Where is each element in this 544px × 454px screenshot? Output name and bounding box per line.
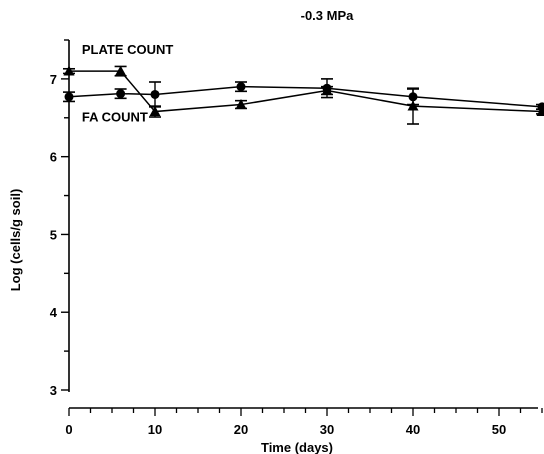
x-tick-label: 50 (492, 422, 506, 437)
y-axis-label: Log (cells/g soil) (8, 189, 23, 292)
y-tick-label: 6 (50, 150, 57, 165)
x-tick-label: 40 (406, 422, 420, 437)
x-tick-label: 10 (148, 422, 162, 437)
data-point-circle (150, 89, 160, 99)
series-line (69, 70, 543, 113)
annotation-layer: PLATE COUNT FA COUNT (82, 42, 174, 125)
x-tick-label: 30 (320, 422, 334, 437)
data-point-circle (236, 82, 246, 92)
series-annotation: FA COUNT (82, 110, 148, 125)
y-tick-label: 7 (50, 72, 57, 87)
series-2 (63, 78, 544, 112)
data-point-circle (116, 89, 126, 99)
data-point-triangle (149, 106, 161, 116)
data-point-circle (408, 92, 418, 102)
series-annotation: PLATE COUNT (82, 42, 174, 57)
x-axis-label: Time (days) (261, 440, 333, 454)
series-layer (63, 65, 544, 125)
data-point-circle (64, 92, 74, 102)
y-tick-label: 5 (50, 227, 57, 242)
data-point-triangle (63, 65, 75, 76)
chart-title: -0.3 MPa (301, 8, 355, 23)
data-point-triangle (235, 99, 247, 109)
data-point-triangle (407, 100, 419, 111)
y-tick-label: 4 (50, 305, 58, 320)
data-point-circle (322, 83, 332, 93)
x-tick-label: 0 (65, 422, 72, 437)
axes: 3 4 5 6 7 0 10 20 30 40 50 (50, 39, 543, 437)
x-tick-label: 20 (234, 422, 248, 437)
data-point-circle (537, 102, 544, 112)
data-point-triangle (115, 65, 127, 76)
y-tick-label: 3 (50, 383, 57, 398)
series-line (68, 85, 543, 108)
